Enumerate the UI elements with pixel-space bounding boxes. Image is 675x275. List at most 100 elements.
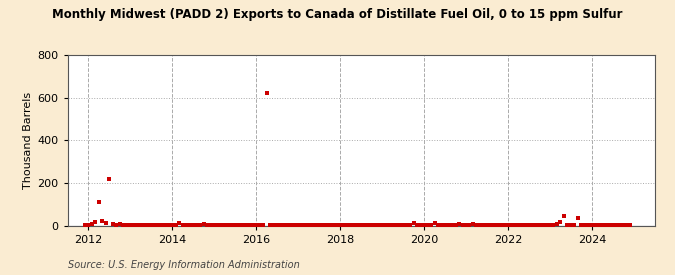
Point [223,223,234,227]
Y-axis label: Thousand Barrels: Thousand Barrels [23,92,33,189]
Point [310,223,321,227]
Point [122,223,132,227]
Point [468,222,479,226]
Point [216,223,227,227]
Point [349,223,360,227]
Point [443,223,454,227]
Point [464,222,475,227]
Point [412,223,423,227]
Point [537,223,548,227]
Point [475,222,485,227]
Point [387,223,398,227]
Point [83,223,94,227]
Point [551,222,562,226]
Point [426,223,437,227]
Point [572,216,583,220]
Point [576,222,587,227]
Point [171,222,182,227]
Point [405,222,416,227]
Point [254,223,265,227]
Point [345,223,356,227]
Point [380,223,391,227]
Point [213,223,223,227]
Point [541,222,551,227]
Point [192,223,202,227]
Point [265,222,275,227]
Point [398,223,408,227]
Point [314,223,325,227]
Point [195,223,206,227]
Point [359,223,370,227]
Point [293,223,304,227]
Point [198,222,209,227]
Point [174,221,185,226]
Point [321,223,331,227]
Point [111,223,122,227]
Point [471,223,482,227]
Point [593,223,604,227]
Point [335,223,346,227]
Point [269,223,279,227]
Point [370,223,381,227]
Point [247,223,258,227]
Point [492,223,503,227]
Point [272,223,283,227]
Point [244,222,254,227]
Point [324,223,335,227]
Point [583,223,594,227]
Point [454,222,464,226]
Point [362,223,373,227]
Point [80,223,90,227]
Point [142,223,153,227]
Point [614,223,625,227]
Point [489,223,500,227]
Point [527,222,538,227]
Point [136,223,146,227]
Point [290,223,300,227]
Point [219,222,230,227]
Point [167,223,178,227]
Point [160,223,171,227]
Point [516,222,527,227]
Point [495,222,506,227]
Point [520,223,531,227]
Point [157,223,167,227]
Point [101,221,111,226]
Point [391,223,402,227]
Point [531,223,541,227]
Point [128,223,139,227]
Point [279,223,290,227]
Point [600,222,611,227]
Point [234,223,244,227]
Point [401,223,412,227]
Point [618,222,628,227]
Point [94,200,105,204]
Point [300,223,310,227]
Point [352,223,363,227]
Point [104,177,115,181]
Point [429,221,440,225]
Point [611,223,622,227]
Point [447,222,458,227]
Point [566,223,576,227]
Point [331,223,342,227]
Point [545,223,556,227]
Point [296,223,307,227]
Point [513,223,524,227]
Point [622,223,632,227]
Point [275,223,286,227]
Point [90,220,101,224]
Point [377,223,387,227]
Point [408,221,419,225]
Point [328,223,339,227]
Point [184,223,195,227]
Point [209,223,220,227]
Point [86,222,97,227]
Point [569,223,580,227]
Point [604,223,615,227]
Point [230,223,241,227]
Point [317,223,328,227]
Point [457,223,468,227]
Point [251,222,262,227]
Point [506,223,517,227]
